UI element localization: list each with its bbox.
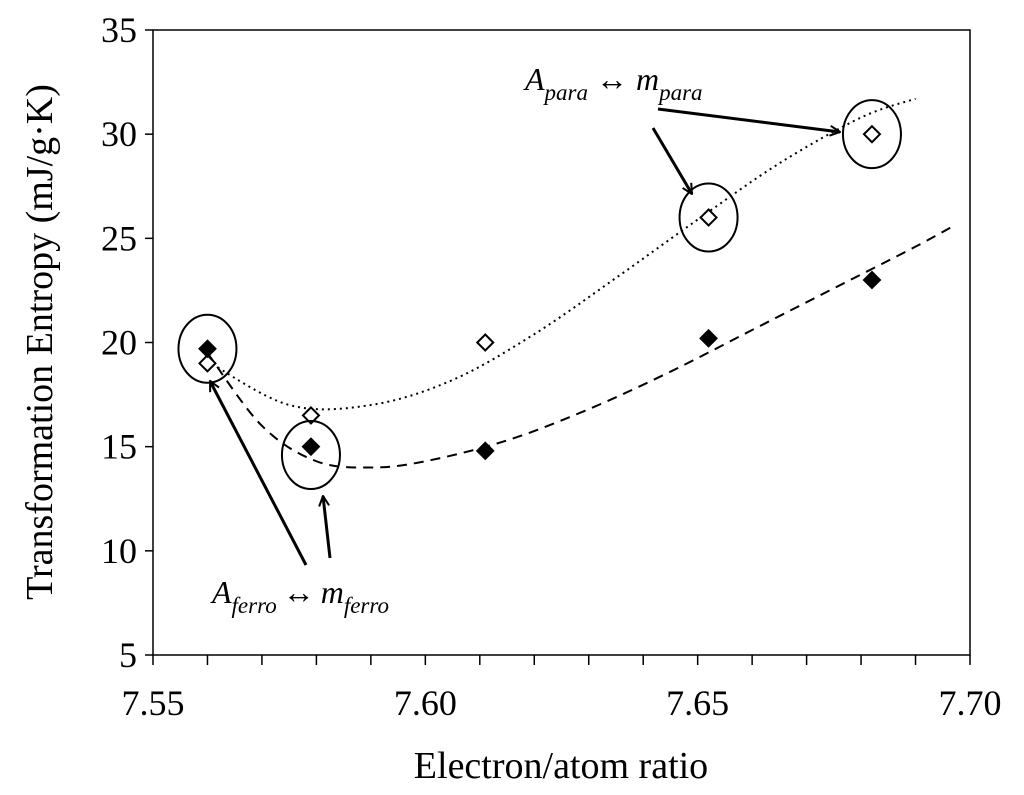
annotation-ferro: Aferro ↔ mferro xyxy=(210,574,389,618)
open-diamond-point xyxy=(301,406,321,425)
open-diamond-point xyxy=(862,124,882,144)
y-tick-label: 30 xyxy=(101,114,137,154)
trendline-dashed xyxy=(206,224,955,469)
filled-diamond-point xyxy=(475,441,495,461)
x-tick-label: 7.55 xyxy=(122,683,185,723)
arrow-ferro-to-mid xyxy=(323,496,332,559)
y-axis-title: Transformation Entropy (mJ/g·K) xyxy=(19,84,61,600)
y-tick-label: 5 xyxy=(119,635,137,675)
x-tick-label: 7.60 xyxy=(394,683,457,723)
y-axis-ticks xyxy=(145,29,153,656)
trendline-dotted xyxy=(206,97,916,411)
y-tick-label: 20 xyxy=(101,323,137,363)
open-diamond-point xyxy=(198,353,217,373)
highlight-ellipse-ferro xyxy=(177,313,238,384)
arrow-para-to-high xyxy=(657,107,840,132)
data-points xyxy=(198,124,882,461)
annotation-arrows xyxy=(208,107,840,566)
highlight-circles xyxy=(177,99,902,490)
x-tick-label: 7.65 xyxy=(666,683,729,723)
x-axis-ticks xyxy=(152,655,971,665)
highlight-ellipse-ferro xyxy=(280,420,341,490)
x-axis-title: Electron/atom ratio xyxy=(414,745,708,787)
y-axis-tick-labels: 5 10 15 20 25 30 35 xyxy=(101,10,137,675)
highlight-ellipse-para xyxy=(678,182,739,253)
trendlines xyxy=(206,97,955,469)
y-tick-label: 10 xyxy=(101,531,137,571)
arrow-para-to-mid xyxy=(651,127,694,194)
open-diamond-point xyxy=(699,208,718,227)
filled-diamond-point xyxy=(198,339,217,359)
highlight-ellipse-para xyxy=(841,99,902,170)
filled-diamond-point xyxy=(699,328,718,348)
filled-diamond-point xyxy=(862,270,882,290)
annotation-para: Apara ↔ mpara xyxy=(523,61,703,105)
plot-area xyxy=(152,29,971,656)
x-tick-label: 7.70 xyxy=(939,683,1002,723)
open-diamond-point xyxy=(475,333,495,352)
arrow-ferro-to-left xyxy=(208,381,308,566)
filled-diamond-point xyxy=(301,437,321,457)
y-tick-label: 15 xyxy=(101,427,137,467)
x-axis-tick-labels: 7.55 7.60 7.65 7.70 xyxy=(122,683,1002,723)
y-tick-label: 25 xyxy=(101,218,137,258)
y-tick-label: 35 xyxy=(101,10,137,50)
